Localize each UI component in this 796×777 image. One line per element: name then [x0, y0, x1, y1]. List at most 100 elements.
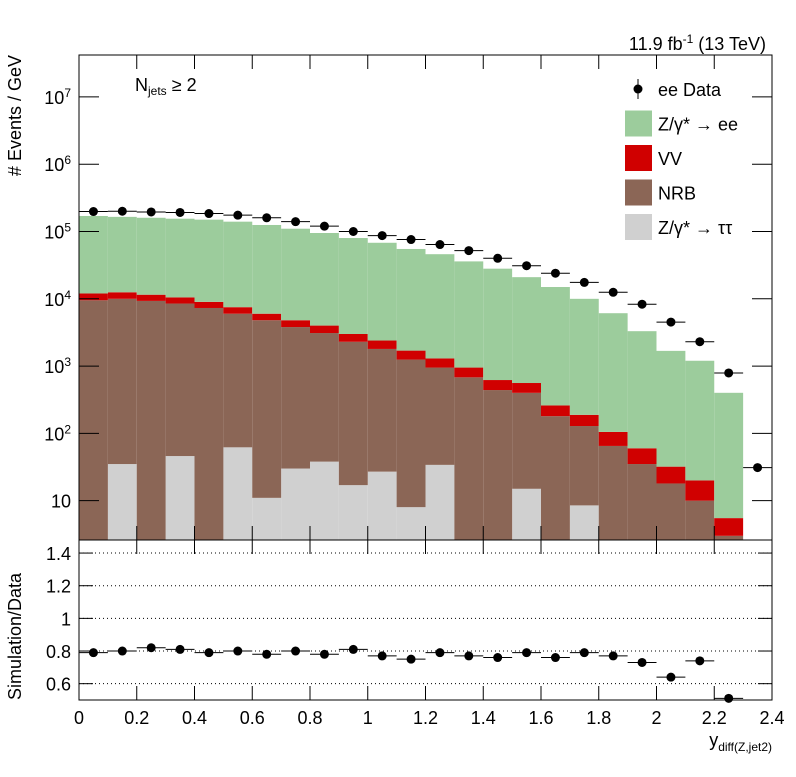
ratio-point: [637, 657, 647, 667]
stack-bar: [512, 383, 541, 393]
y-axis-label: # Events / GeV: [5, 55, 25, 176]
y-tick-label: 1.2: [46, 577, 71, 597]
stack-bar: [627, 331, 657, 449]
ratio-point: [348, 644, 358, 654]
stack-bar: [194, 307, 224, 540]
stack-bar: [165, 303, 195, 457]
stack-bar: [425, 358, 455, 368]
x-tick-label: 1.6: [528, 708, 553, 728]
stack-bar: [338, 238, 368, 334]
stack-bar: [714, 518, 744, 536]
stack-bar: [367, 340, 397, 349]
legend-label: Z/γ* → ee: [658, 115, 738, 135]
ratio-point: [666, 672, 676, 682]
legend-swatch: [625, 145, 652, 171]
y-tick-label-part: 10: [51, 492, 71, 512]
data-point: [88, 207, 98, 217]
stack-bar: [338, 485, 368, 540]
stack-bar: [396, 248, 426, 351]
data-point: [348, 227, 358, 237]
stack-bar: [483, 268, 513, 381]
stack-bar: [223, 447, 253, 540]
stack-bar: [136, 217, 166, 295]
stack-bar: [194, 219, 224, 302]
stack-bar: [281, 228, 310, 321]
stack-bar: [569, 505, 599, 540]
y-tick-label: 107: [44, 86, 71, 108]
legend-label: Z/γ* → ττ: [658, 218, 732, 238]
ratio-point: [117, 646, 127, 656]
stack-bar: [223, 307, 253, 314]
selection-label: Njets ≥ 2: [135, 75, 197, 98]
stack-bar: [165, 218, 195, 298]
data-point: [666, 317, 676, 327]
data-point: [550, 268, 560, 278]
y-tick-label: 1: [61, 609, 71, 629]
ratio-point: [291, 646, 301, 656]
selection-label-part: jets: [147, 84, 167, 98]
x-tick-label: 2: [651, 708, 661, 728]
stack-bar: [541, 405, 570, 417]
stack-bar: [367, 242, 397, 341]
stack-bar: [281, 327, 310, 469]
stack-bar: [107, 292, 137, 299]
stack-bar: [685, 360, 715, 481]
stack-bar: [627, 448, 657, 465]
ratio-point: [435, 648, 445, 658]
y-tick-label: 0.6: [46, 675, 71, 695]
legend-label: ee Data: [658, 80, 722, 100]
stack-bar: [252, 224, 282, 314]
data-point: [291, 217, 301, 227]
data-point: [637, 299, 647, 309]
stack-bar: [252, 497, 282, 540]
stack-bar: [483, 390, 513, 540]
lumi-label: 11.9 fb-1 (13 TeV): [629, 32, 766, 54]
stack-bar: [107, 298, 137, 465]
stack-bar: [107, 216, 137, 293]
stack-bar: [252, 320, 282, 498]
stack-bar: [165, 456, 195, 540]
stack-bar: [367, 471, 397, 540]
y-tick-label: 10: [51, 492, 71, 512]
ratio-point: [146, 643, 156, 653]
stack-bar: [310, 333, 339, 462]
stack-bar: [656, 350, 686, 467]
data-point: [579, 277, 589, 287]
stack-bar: [454, 261, 484, 368]
stack-bar: [512, 392, 541, 489]
stack-bar: [79, 293, 108, 301]
stack-bar: [425, 254, 455, 359]
stack-bar: [483, 380, 513, 391]
stack-bar: [541, 416, 570, 540]
y-tick-label: 106: [44, 154, 71, 176]
legend-marker: [633, 84, 643, 94]
data-point: [175, 207, 185, 217]
x-tick-label: 0.8: [297, 708, 322, 728]
y-tick-label-part: 3: [64, 355, 71, 369]
legend-swatch: [625, 179, 652, 206]
y-tick-label: 105: [44, 221, 71, 243]
legend-label: NRB: [658, 184, 696, 204]
ratio-point: [204, 648, 214, 658]
ratio-point: [464, 651, 474, 661]
x-tick-label: 1: [363, 708, 373, 728]
x-tick-label: 0: [74, 708, 84, 728]
stack-bar: [136, 300, 166, 540]
ratio-point: [377, 651, 387, 661]
stack-bar: [656, 483, 686, 540]
ratio-point: [579, 648, 589, 658]
stack-bar: [569, 298, 599, 415]
stack-bar: [512, 277, 541, 384]
stack-bar: [685, 500, 715, 540]
ratio-point: [522, 648, 532, 658]
data-point: [753, 463, 763, 473]
stack-bar: [656, 466, 686, 484]
legend-swatch: [625, 110, 652, 137]
y-tick-label-part: 10: [44, 223, 64, 243]
stack-bar: [338, 333, 368, 342]
stack-bar: [338, 341, 368, 486]
y-tick-label-part: 5: [64, 221, 71, 235]
stack-bar: [79, 300, 108, 540]
stack-bar: [541, 287, 570, 406]
